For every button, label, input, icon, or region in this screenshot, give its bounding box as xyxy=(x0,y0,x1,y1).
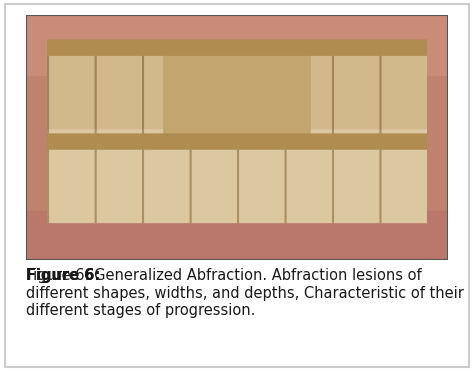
Text: Figure 6: Generalized Abfraction. Abfraction lesions of different shapes, widths: Figure 6: Generalized Abfraction. Abfrac… xyxy=(26,269,464,318)
Text: Figure 6:: Figure 6: xyxy=(26,269,100,283)
Text: Figure 6:: Figure 6: xyxy=(26,269,100,283)
